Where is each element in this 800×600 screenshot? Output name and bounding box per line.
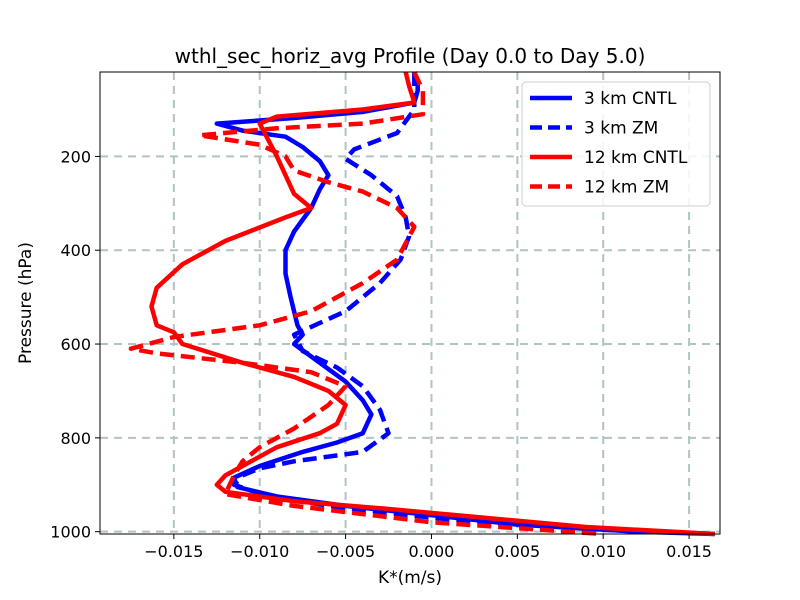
x-tick-label: 0.005 [494, 542, 540, 561]
x-tick-label: −0.010 [230, 542, 289, 561]
chart-title: wthl_sec_horiz_avg Profile (Day 0.0 to D… [175, 44, 646, 68]
series-line-3-km-zm [231, 72, 604, 537]
legend-label: 3 km ZM [584, 119, 658, 139]
x-tick-label: 0.000 [409, 542, 455, 561]
series-layer [128, 71, 715, 537]
x-tick-label: −0.005 [316, 542, 375, 561]
legend-label: 12 km ZM [584, 178, 669, 198]
y-tick-label: 800 [60, 429, 91, 448]
legend-label: 12 km CNTL [584, 148, 688, 168]
legend-box [521, 81, 711, 207]
y-tick-label: 600 [60, 335, 91, 354]
x-axis-label: K*(m/s) [378, 568, 442, 588]
legend: 3 km CNTL 3 km ZM 12 km CNTL 12 km ZM [521, 81, 711, 207]
y-tick-label: 200 [60, 147, 91, 166]
legend-label: 3 km CNTL [584, 89, 677, 109]
y-tick-label: 1000 [50, 523, 91, 542]
x-tick-label: 0.015 [666, 542, 712, 561]
series-line-12-km-zm [128, 71, 604, 537]
series-line-12-km-cntl [149, 71, 715, 537]
y-tick-label: 400 [60, 241, 91, 260]
ticks: −0.015 −0.010 −0.005 0.000 0.005 0.010 0.015 20… [50, 147, 712, 561]
grid [100, 72, 720, 534]
x-tick-label: 0.010 [580, 542, 626, 561]
axes-frame [99, 71, 721, 535]
y-axis-label: Pressure (hPa) [16, 242, 36, 364]
x-tick-label: −0.015 [144, 542, 203, 561]
